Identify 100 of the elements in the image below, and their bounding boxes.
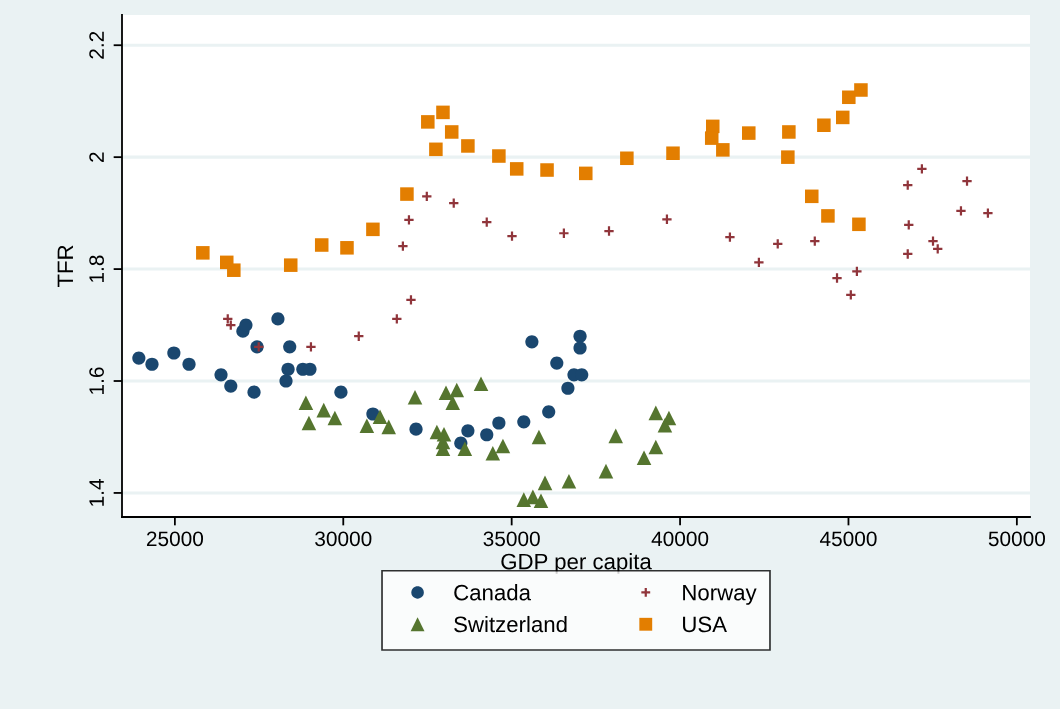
point xyxy=(403,214,415,226)
point xyxy=(397,240,409,252)
point xyxy=(961,175,973,187)
point xyxy=(492,416,506,430)
point xyxy=(381,419,397,435)
point xyxy=(247,385,261,399)
point xyxy=(517,415,531,429)
point xyxy=(982,207,994,219)
point xyxy=(579,166,593,181)
point xyxy=(372,409,388,425)
point xyxy=(407,389,423,405)
point xyxy=(366,222,380,237)
x-tick-label: 40000 xyxy=(651,531,709,547)
point xyxy=(598,463,614,479)
point xyxy=(429,142,443,157)
point xyxy=(516,492,532,507)
point xyxy=(561,473,577,489)
point xyxy=(214,368,228,382)
point xyxy=(704,131,719,145)
point xyxy=(281,362,295,376)
point xyxy=(781,150,795,164)
point xyxy=(340,241,354,255)
point xyxy=(314,238,329,252)
x-tick-label: 25000 xyxy=(146,531,204,547)
point xyxy=(648,405,664,421)
point xyxy=(405,294,417,306)
x-tick-label: 35000 xyxy=(483,531,540,547)
point xyxy=(525,335,539,349)
point xyxy=(955,205,967,217)
point xyxy=(492,149,506,163)
point xyxy=(495,438,511,454)
point xyxy=(182,357,196,371)
point xyxy=(145,357,159,371)
point xyxy=(831,272,843,284)
point xyxy=(531,429,547,445)
point xyxy=(316,402,332,418)
point xyxy=(457,441,473,457)
point xyxy=(421,115,435,129)
point xyxy=(608,428,624,444)
point xyxy=(167,346,181,360)
x-axis-title: GDP per capita xyxy=(501,553,652,574)
point xyxy=(444,125,459,139)
point xyxy=(298,395,314,411)
point xyxy=(809,235,821,247)
point xyxy=(271,312,285,326)
point xyxy=(509,162,524,176)
point xyxy=(301,415,317,431)
x-tick-label: 45000 xyxy=(819,531,877,547)
point xyxy=(835,110,850,125)
legend-label: USA xyxy=(683,616,727,633)
point xyxy=(400,187,414,201)
point xyxy=(438,385,454,401)
point xyxy=(334,385,348,399)
point xyxy=(716,143,730,157)
point xyxy=(542,405,556,419)
point xyxy=(353,330,365,342)
point xyxy=(648,439,664,455)
point xyxy=(359,418,375,434)
point xyxy=(804,189,819,204)
point xyxy=(461,139,475,153)
point xyxy=(409,422,423,436)
y-tick-label: 1.4 xyxy=(89,479,104,506)
point xyxy=(666,146,680,160)
point xyxy=(461,424,475,438)
legend-label: Canada xyxy=(454,584,531,601)
point xyxy=(540,163,554,177)
point xyxy=(224,379,238,393)
point xyxy=(506,230,518,242)
point xyxy=(550,356,564,370)
point xyxy=(927,235,939,247)
point xyxy=(742,126,756,140)
point xyxy=(391,313,403,325)
point xyxy=(573,341,587,355)
y-tick-label: 2.2 xyxy=(89,31,104,59)
point xyxy=(445,395,461,411)
point xyxy=(305,341,317,353)
point xyxy=(436,105,450,120)
x-tick-label: 30000 xyxy=(315,531,372,547)
point xyxy=(845,289,857,301)
point xyxy=(852,217,866,232)
point xyxy=(485,445,501,461)
point xyxy=(196,246,210,260)
point xyxy=(817,118,831,133)
x-tick-label: 50000 xyxy=(988,531,1046,547)
legend-label: Norway xyxy=(683,584,757,605)
point xyxy=(620,151,634,166)
point xyxy=(327,410,343,426)
y-axis-title: TFR xyxy=(57,245,73,288)
point xyxy=(283,258,298,272)
point xyxy=(227,263,241,277)
point xyxy=(449,382,465,398)
point xyxy=(533,493,549,509)
point xyxy=(480,428,494,442)
point xyxy=(132,351,146,365)
point xyxy=(561,381,575,395)
point xyxy=(821,209,835,223)
point xyxy=(279,374,293,388)
point xyxy=(283,340,297,354)
point xyxy=(842,90,856,105)
y-tick-label: 1.6 xyxy=(89,367,104,394)
